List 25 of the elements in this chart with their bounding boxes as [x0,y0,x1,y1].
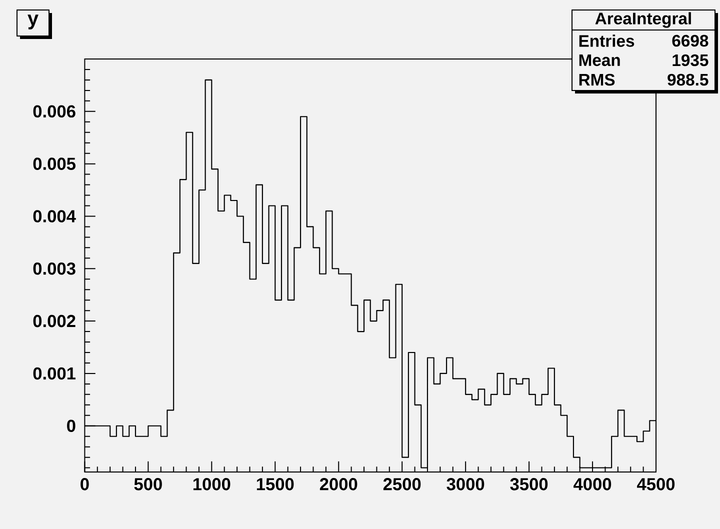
x-tick-label: 0 [80,478,89,490]
y-tick-label: 0 [67,420,76,432]
text: 1935 [672,54,708,66]
x-tick-label: 3500 [510,478,548,490]
chart-title: y [28,14,38,30]
annotation: RMS [579,74,615,86]
x-tick-label: 1500 [256,478,294,490]
x-tick-label: 3000 [446,478,484,490]
x-tick-label: 4500 [636,478,675,490]
y-tick-label: 0.001 [33,367,76,380]
y-tick-label: 0.004 [33,210,76,222]
x-tick-label: 500 [134,478,162,490]
text: Entries [579,34,634,47]
y-tick-label: 0.005 [33,158,76,170]
y-tick-label: 0.003 [33,262,76,275]
y-tick-label: 0.006 [33,105,76,118]
annotation: Mean [579,54,620,66]
x-tick-label: 1000 [193,478,230,490]
text: 6698 [672,34,708,47]
x-tick-label: 4000 [574,478,612,490]
text: 988.5 [668,74,708,86]
x-tick-label: 2500 [383,478,421,490]
y-tick-label: 0.002 [33,314,76,328]
text: AreaIntegral [595,12,691,28]
x-tick-label: 2000 [320,478,358,490]
